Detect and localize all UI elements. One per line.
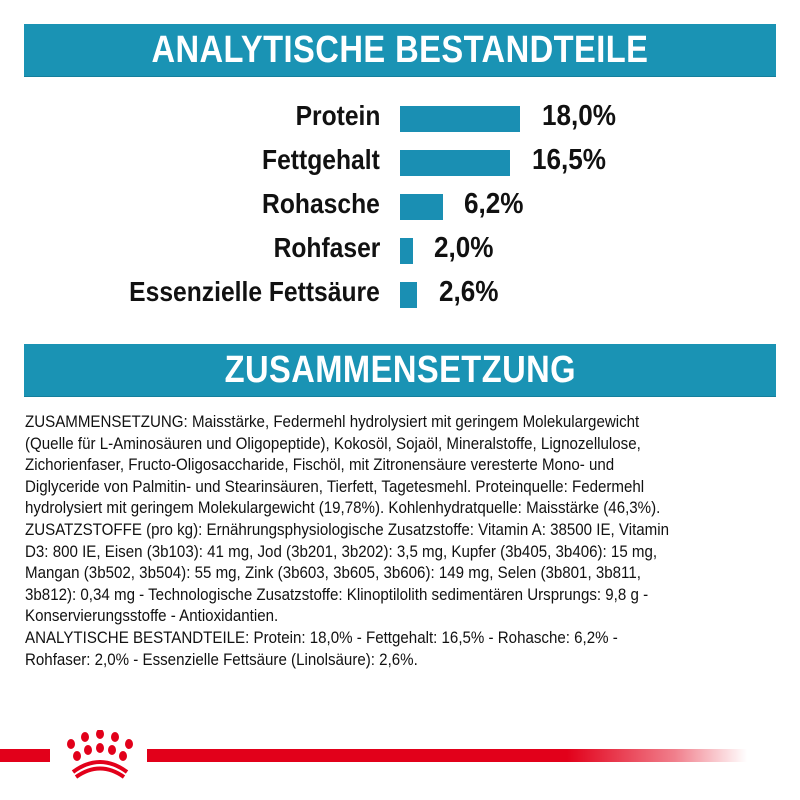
chart-row-rohasche: Rohasche 6,2% <box>0 188 800 221</box>
row-value: 6,2% <box>464 188 524 220</box>
row-label: Essenzielle Fettsäure <box>129 276 380 307</box>
bar-fettgehalt <box>400 150 510 176</box>
chart-row-protein: Protein 18,0% <box>0 100 800 133</box>
chart-row-essenzielle-fettsaeure: Essenzielle Fettsäure 2,6% <box>0 276 800 309</box>
row-label: Rohasche <box>262 188 380 219</box>
composition-line: Zichorienfaser, Fructo-Oligosaccharide, … <box>25 455 615 475</box>
composition-line: D3: 800 IE, Eisen (3b103): 41 mg, Jod (3… <box>25 541 658 561</box>
footer-accent-line-left <box>0 749 50 762</box>
composition-line: Rohfaser: 2,0% - Essenzielle Fettsäure (… <box>25 649 418 669</box>
footer-accent-line-right <box>147 749 747 762</box>
banner-title: ANALYTISCHE BESTANDTEILE <box>151 28 649 71</box>
chart-row-fettgehalt: Fettgehalt 16,5% <box>0 144 800 177</box>
analytical-components-chart: Protein 18,0% Fettgehalt 16,5% Rohasche … <box>0 100 800 320</box>
composition-line: ZUSATZSTOFFE (pro kg): Ernährungsphysiol… <box>25 519 670 539</box>
composition-text: ZUSAMMENSETZUNG: Maisstärke, Federmehl h… <box>25 411 717 670</box>
row-value: 2,0% <box>434 232 494 264</box>
row-label: Fettgehalt <box>262 144 380 175</box>
crown-icon <box>67 730 133 779</box>
row-value: 2,6% <box>439 276 499 308</box>
row-value: 16,5% <box>532 144 607 176</box>
composition-line: hydrolysiert mit geringem Molekulargewic… <box>25 498 661 518</box>
bar-rohasche <box>400 194 443 220</box>
bar-rohfaser <box>400 238 413 264</box>
composition-line: Konservierungsstoffe - Antioxidantien. <box>25 606 279 626</box>
chart-row-rohfaser: Rohfaser 2,0% <box>0 232 800 265</box>
composition-line: Mangan (3b502, 3b504): 55 mg, Zink (3b60… <box>25 563 641 583</box>
row-value: 18,0% <box>542 100 617 132</box>
composition-line: 3b812): 0,34 mg - Technologische Zusatzs… <box>25 584 649 604</box>
bar-protein <box>400 106 520 132</box>
row-label: Protein <box>295 100 380 131</box>
banner-title: ZUSAMMENSETZUNG <box>224 348 576 391</box>
bar-essenzielle-fettsaeure <box>400 282 417 308</box>
analytical-components-banner: ANALYTISCHE BESTANDTEILE <box>24 24 776 77</box>
composition-line: ANALYTISCHE BESTANDTEILE: Protein: 18,0%… <box>25 627 618 647</box>
composition-banner: ZUSAMMENSETZUNG <box>24 344 776 397</box>
row-label: Rohfaser <box>273 232 380 263</box>
composition-line: Diglyceride von Palmitin- und Stearinsäu… <box>25 476 645 496</box>
composition-line: ZUSAMMENSETZUNG: Maisstärke, Federmehl h… <box>25 412 640 431</box>
composition-line: (Quelle für L-Aminosäuren und Oligopepti… <box>25 433 641 453</box>
